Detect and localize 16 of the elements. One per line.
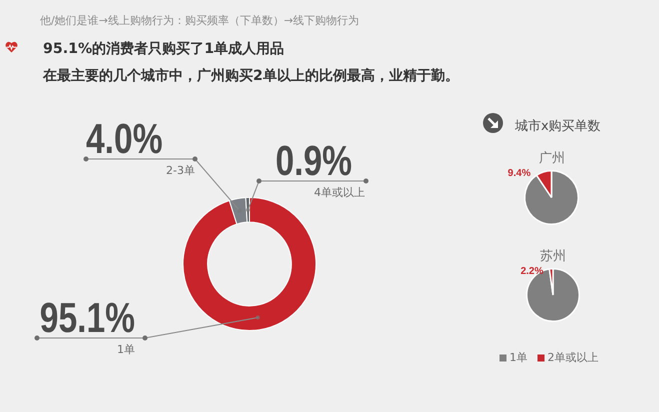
legend-label: 1单: [510, 350, 528, 364]
slice-label: 1单: [117, 342, 135, 356]
data-label: 95.1%: [40, 296, 135, 342]
data-label: 9.4%: [508, 168, 531, 180]
chart-subtitle: 广州: [539, 150, 565, 167]
text: 他/她们是谁→线上购物行为：购买频率（下单数）→线下购物行为: [40, 13, 360, 28]
slice-label: 2-3单: [166, 164, 195, 177]
legend-label: 4单或以上: [314, 186, 365, 199]
data-label: 2.2%: [520, 266, 544, 278]
chart-title: 苏州: [540, 248, 566, 265]
data-label: 0.9%: [275, 138, 352, 185]
legend-label: 2单或以上: [548, 350, 598, 364]
chart-title: 95.1%的消费者只购买了1单成人用品: [43, 40, 284, 58]
chart-title: 城市x购买单数: [515, 118, 601, 135]
data-label: 4.0%: [86, 116, 163, 163]
chart-subtitle: 在最主要的几个城市中，广州购买2单以上的比例最高，业精于勤。: [43, 66, 459, 85]
